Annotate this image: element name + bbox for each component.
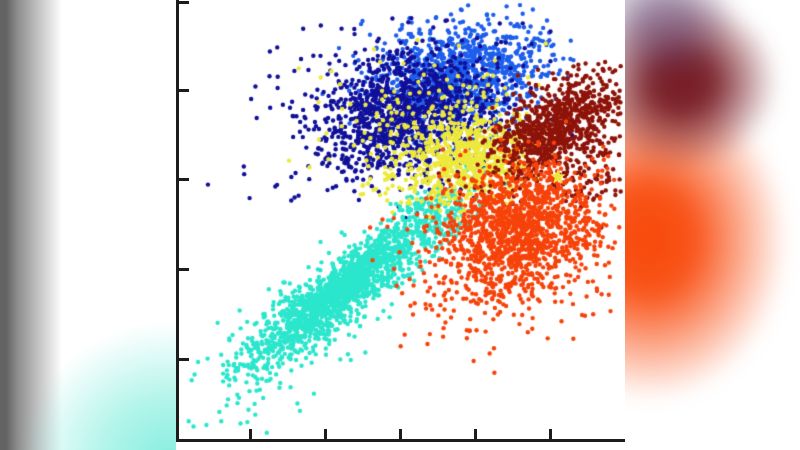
x-axis-tick <box>323 429 327 439</box>
y-axis-tick <box>179 357 189 361</box>
y-axis <box>176 0 179 442</box>
x-axis-tick <box>548 429 552 439</box>
scatter-plot-image <box>176 0 625 450</box>
y-axis-tick <box>179 88 189 92</box>
y-axis-tick <box>179 177 189 181</box>
y-axis-tick <box>179 0 189 4</box>
x-axis-tick <box>398 429 402 439</box>
centroid-star-marker <box>550 169 566 184</box>
y-axis-tick <box>179 267 189 271</box>
x-axis <box>176 439 625 442</box>
scatter-plot-canvas <box>176 0 625 450</box>
x-axis-tick <box>248 429 252 439</box>
x-axis-tick <box>473 429 477 439</box>
